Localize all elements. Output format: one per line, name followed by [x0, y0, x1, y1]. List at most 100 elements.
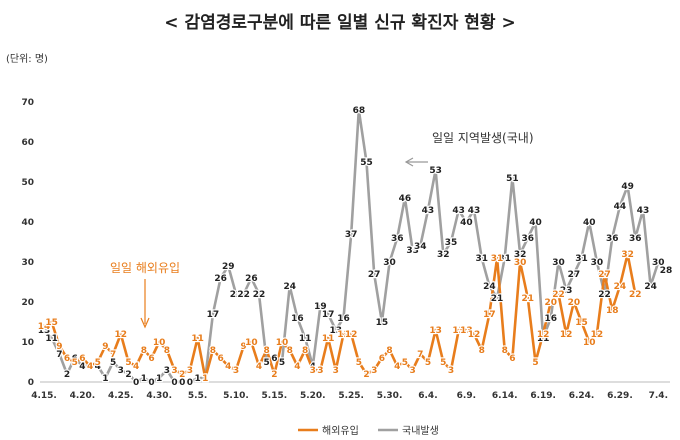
data-label: 3 — [171, 366, 177, 376]
data-label: 0 — [187, 378, 193, 388]
data-label: 1 — [202, 374, 208, 384]
annotation-imported: 일일 해외유입 — [110, 261, 180, 275]
data-label: 8 — [302, 346, 308, 356]
data-label: 12 — [345, 330, 358, 340]
data-label: 0 — [148, 378, 154, 388]
x-tick-label: 4.30. — [146, 391, 172, 401]
data-label: 21 — [522, 294, 535, 304]
data-label: 17 — [322, 310, 335, 320]
x-tick-label: 4.25. — [108, 391, 134, 401]
data-label: 33 — [406, 246, 419, 256]
data-label: 3 — [317, 366, 323, 376]
data-label: 11 — [299, 334, 312, 344]
x-tick-label: 6.4. — [418, 391, 437, 401]
data-label: 34 — [414, 242, 427, 252]
data-label: 22 — [253, 290, 266, 300]
data-label: 6 — [379, 354, 385, 364]
data-label: 3 — [233, 366, 239, 376]
data-label: 1 — [141, 374, 147, 384]
data-label: 6 — [148, 354, 154, 364]
x-tick-label: 5.5. — [188, 391, 207, 401]
y-tick-label: 60 — [21, 138, 34, 148]
data-label: 43 — [637, 206, 650, 216]
data-label: 40 — [529, 218, 542, 228]
data-label: 6 — [72, 354, 78, 364]
data-label: 22 — [598, 290, 611, 300]
data-label: 16 — [337, 314, 350, 324]
data-label: 30 — [552, 258, 565, 268]
data-label: 27 — [598, 270, 611, 280]
x-tick-label: 4.20. — [70, 391, 96, 401]
y-tick-label: 30 — [21, 258, 34, 268]
data-label: 31 — [575, 254, 588, 264]
x-tick-label: 5.15. — [262, 391, 288, 401]
data-label: 2 — [179, 370, 185, 380]
data-label: 30 — [591, 258, 604, 268]
data-label: 5 — [264, 358, 270, 368]
data-label: 20 — [568, 298, 581, 308]
data-label: 14 — [38, 322, 51, 332]
data-label: 15 — [376, 318, 389, 328]
data-label: 13 — [330, 326, 343, 336]
data-label: 0 — [179, 378, 185, 388]
annotations: 일일 해외유입 일일 지역발생(국내) — [110, 131, 534, 329]
data-label: 5 — [125, 358, 131, 368]
data-label: 2 — [363, 370, 369, 380]
data-label: 5 — [72, 358, 78, 368]
data-label: 12 — [591, 330, 604, 340]
data-label: 17 — [483, 310, 496, 320]
y-tick-label: 40 — [21, 218, 34, 228]
data-label: 9 — [102, 342, 108, 352]
chart-title: < 감염경로구분에 따른 일별 신규 확진자 현황 > — [164, 13, 516, 33]
y-tick-label: 20 — [21, 298, 34, 308]
data-label: 5 — [440, 358, 446, 368]
data-label: 2 — [64, 370, 70, 380]
data-label: 6 — [64, 354, 70, 364]
data-label: 12 — [468, 330, 481, 340]
data-label: 8 — [141, 346, 147, 356]
data-label: 22 — [629, 290, 642, 300]
data-label: 24 — [644, 282, 657, 292]
data-label: 13 — [460, 326, 473, 336]
data-label: 53 — [429, 166, 442, 176]
data-label: 21 — [491, 294, 504, 304]
data-label: 8 — [502, 346, 508, 356]
data-label: 32 — [621, 250, 634, 260]
data-label: 32 — [514, 250, 527, 260]
data-label: 12 — [115, 330, 128, 340]
data-label: 31 — [475, 254, 488, 264]
data-label: 7 — [110, 350, 116, 360]
data-label: 6 — [509, 354, 515, 364]
data-label: 46 — [399, 194, 412, 204]
data-label: 4 — [294, 362, 300, 372]
data-label: 5 — [532, 358, 538, 368]
data-label: 8 — [386, 346, 392, 356]
data-label: 37 — [345, 230, 358, 240]
data-label: 15 — [575, 318, 588, 328]
data-label: 3 — [118, 366, 124, 376]
data-label: 4 — [79, 362, 85, 372]
data-label: 3 — [310, 366, 316, 376]
data-label: 9 — [56, 342, 62, 352]
data-label: 0 — [133, 378, 139, 388]
data-label: 55 — [360, 158, 373, 168]
data-label: 12 — [560, 330, 573, 340]
data-label: 2 — [125, 370, 131, 380]
data-label: 31 — [491, 254, 504, 264]
data-label: 31 — [498, 254, 511, 264]
data-label: 22 — [237, 290, 250, 300]
data-label: 11 — [191, 334, 204, 344]
data-label: 0 — [171, 378, 177, 388]
data-label: 11 — [537, 334, 550, 344]
data-label: 40 — [583, 218, 596, 228]
data-label: 40 — [460, 218, 473, 228]
data-label: 4 — [256, 362, 262, 372]
x-tick-label: 5.25. — [338, 391, 364, 401]
data-label: 8 — [287, 346, 293, 356]
data-label: 4 — [87, 362, 93, 372]
data-label: 6 — [79, 354, 85, 364]
data-label: 3 — [448, 366, 454, 376]
